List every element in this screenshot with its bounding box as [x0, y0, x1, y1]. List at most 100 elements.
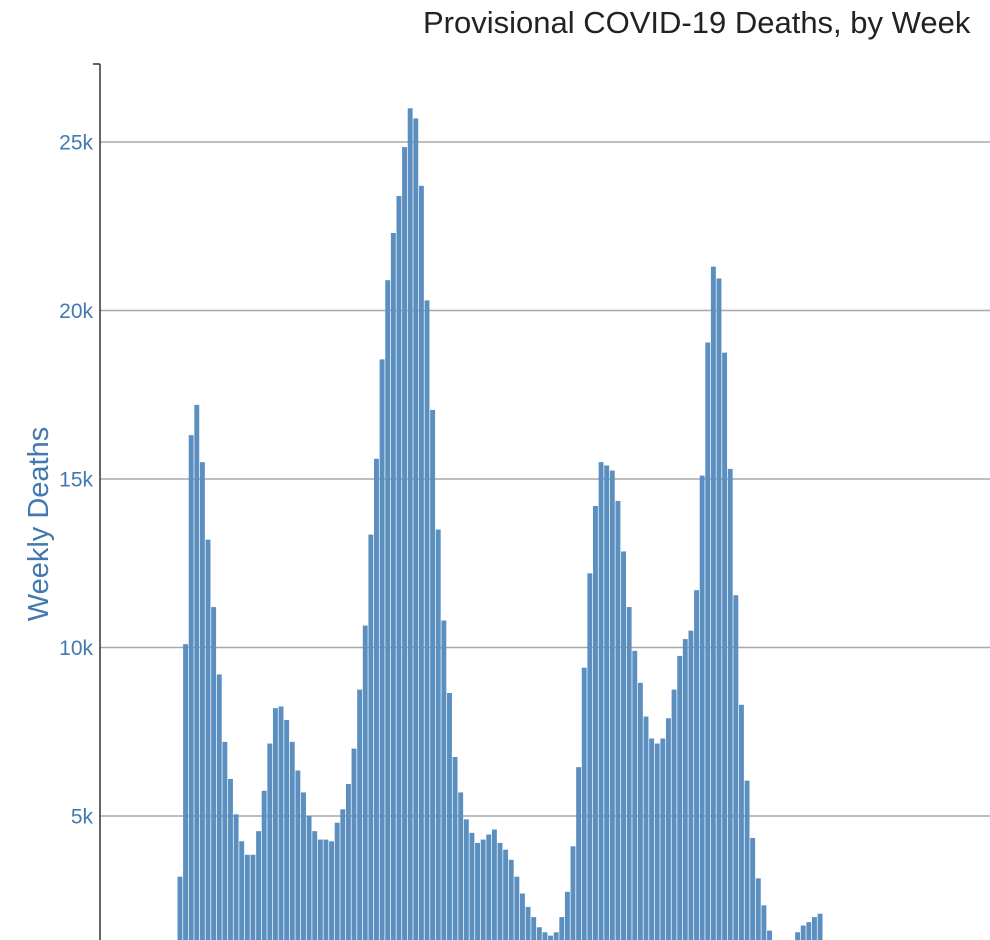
bar	[239, 841, 245, 940]
bar	[362, 625, 368, 940]
bar	[744, 780, 750, 940]
bar	[739, 704, 744, 940]
bar	[520, 893, 525, 940]
bar	[272, 708, 278, 940]
bar	[284, 719, 290, 940]
bar	[228, 778, 233, 940]
bar	[312, 831, 318, 940]
bar	[222, 741, 228, 940]
bar	[598, 462, 604, 940]
bar	[183, 644, 189, 940]
bar	[727, 468, 733, 940]
y-tick-labels: 5k 10k 15k 20k 25k	[59, 132, 93, 829]
bar	[531, 917, 537, 940]
bar	[216, 674, 222, 940]
bar	[593, 505, 598, 940]
chart-title: Provisional COVID-19 Deaths, by Week	[423, 5, 971, 40]
bar	[699, 475, 705, 940]
bar	[177, 876, 183, 940]
bar	[615, 500, 621, 940]
bar	[452, 757, 458, 940]
bar	[486, 834, 492, 940]
bar	[682, 639, 688, 940]
bar	[340, 809, 346, 940]
bar	[536, 927, 542, 940]
bar	[806, 922, 812, 940]
bar	[817, 913, 823, 940]
bar	[441, 620, 447, 940]
bar	[570, 846, 576, 940]
bar	[278, 706, 284, 940]
bar	[643, 716, 649, 940]
bar	[351, 748, 357, 940]
bar	[705, 342, 711, 940]
bar	[407, 108, 413, 940]
bar	[750, 837, 756, 940]
bar	[385, 280, 391, 940]
bars	[177, 108, 823, 940]
y-axis-label: Weekly Deaths	[23, 427, 55, 622]
bar	[542, 932, 548, 940]
bar	[761, 905, 767, 940]
bar	[755, 878, 761, 940]
bar	[396, 195, 402, 940]
bar	[379, 359, 385, 940]
bar	[418, 185, 424, 940]
bar	[604, 465, 610, 940]
bar	[374, 458, 379, 940]
bar	[334, 822, 340, 940]
y-tick-label: 25k	[59, 132, 93, 155]
bar	[637, 682, 643, 940]
bar	[199, 462, 205, 940]
bar	[261, 790, 267, 940]
bar	[205, 539, 211, 940]
bar	[621, 551, 626, 940]
bar	[581, 667, 587, 940]
bar	[710, 266, 716, 940]
bar	[503, 849, 509, 940]
bar	[525, 906, 531, 940]
bar	[475, 842, 480, 940]
bar	[812, 917, 817, 940]
bar	[289, 741, 295, 940]
bar	[508, 859, 514, 940]
bar	[463, 819, 469, 940]
bar	[329, 841, 335, 940]
bar	[368, 534, 374, 940]
bar	[694, 590, 699, 940]
bar	[413, 118, 419, 940]
bar	[671, 689, 677, 940]
bar	[767, 930, 772, 940]
bar	[688, 630, 694, 940]
bar	[576, 767, 582, 940]
bar	[402, 147, 407, 940]
bar	[564, 891, 570, 940]
bar	[244, 854, 250, 940]
bar	[677, 655, 683, 940]
gridlines	[100, 141, 990, 817]
bar	[390, 232, 396, 940]
bar	[424, 300, 430, 940]
bar	[626, 607, 632, 940]
bar	[497, 842, 503, 940]
bar	[267, 743, 273, 940]
bar	[632, 650, 638, 940]
bar	[301, 792, 306, 940]
bar	[609, 470, 615, 940]
bar	[553, 932, 559, 940]
y-tick-label: 15k	[59, 469, 93, 492]
bar	[317, 839, 323, 940]
bar	[295, 770, 301, 940]
bar	[233, 814, 239, 940]
bar	[491, 829, 497, 940]
bar	[548, 935, 553, 940]
bar	[733, 595, 739, 940]
bar	[194, 404, 200, 940]
bar	[447, 693, 452, 940]
bar	[211, 607, 217, 940]
bar	[559, 917, 565, 940]
bar	[649, 738, 655, 940]
bar	[458, 792, 464, 940]
